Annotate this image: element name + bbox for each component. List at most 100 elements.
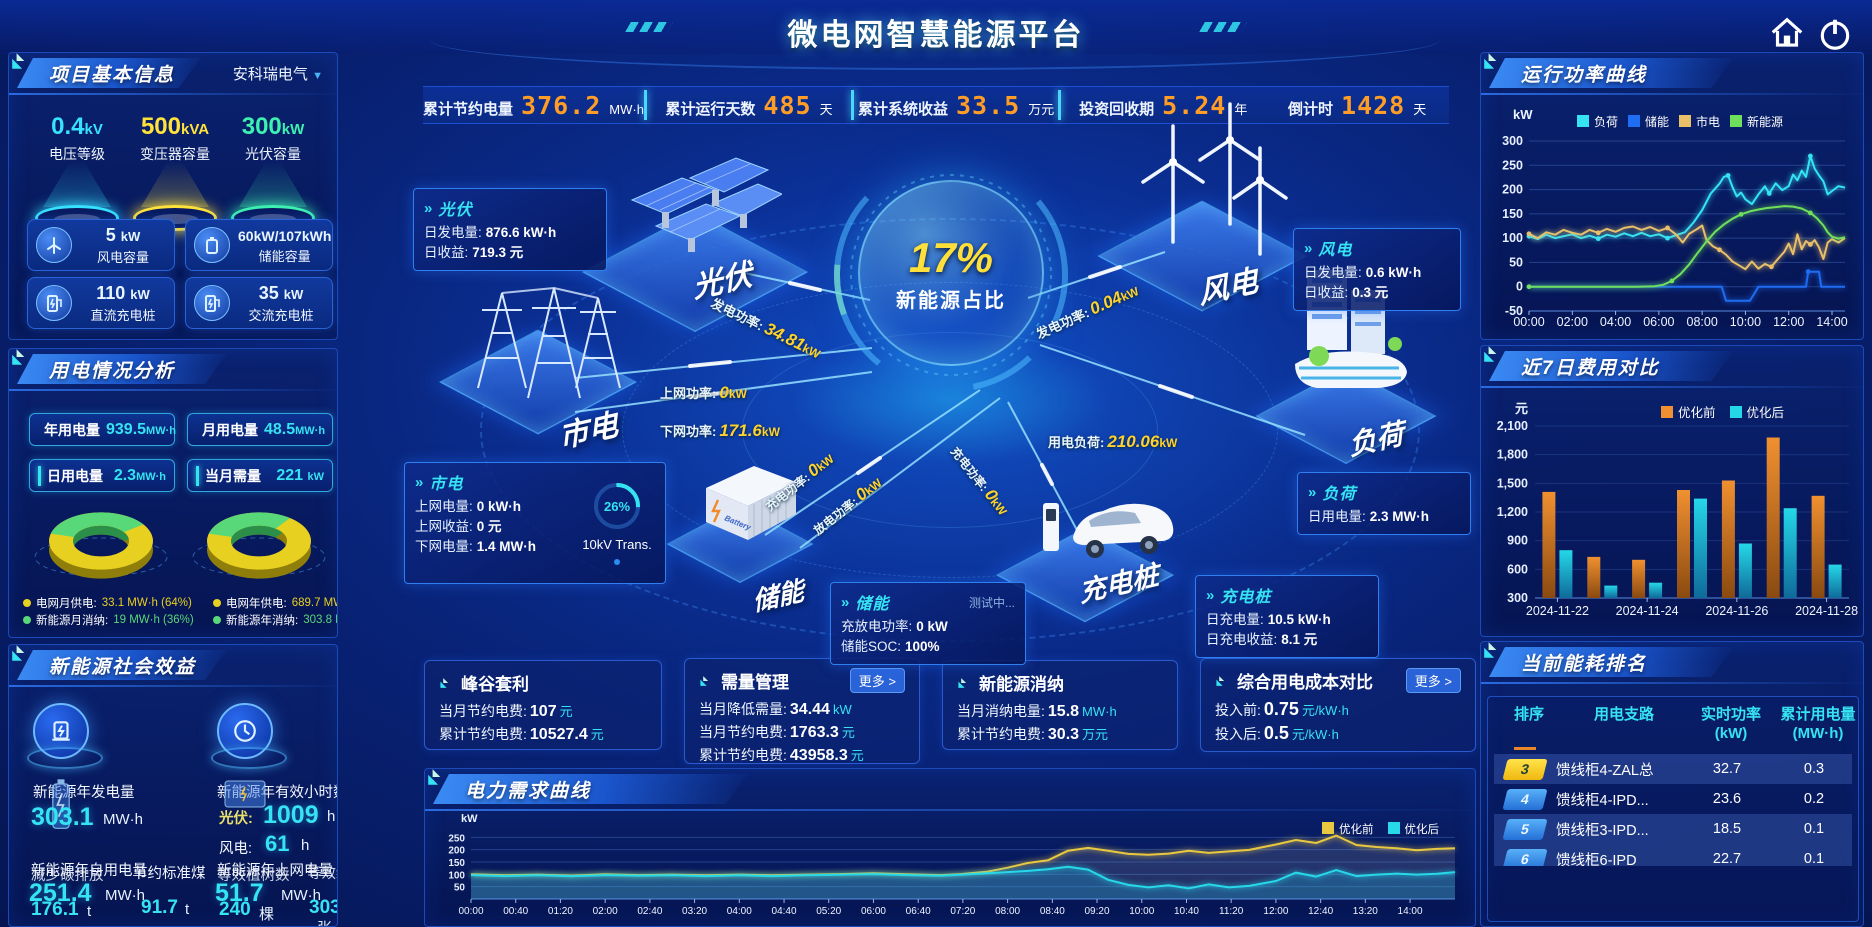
panel-corner-icon bbox=[426, 769, 448, 788]
cost-panel: 近7日费用对比 元 优化前 优化后 300 600 900 1,200 1,500 1,8… bbox=[1480, 345, 1864, 637]
usage-stat-month: 月用电量 48.5MW·h bbox=[187, 413, 333, 446]
project-panel-header: 项目基本信息 bbox=[17, 58, 201, 88]
svg-text:50: 50 bbox=[1509, 255, 1523, 269]
carbon-label: 减少碳排放 bbox=[31, 868, 104, 884]
chevron-right-icon: » bbox=[415, 473, 424, 491]
svg-text:200: 200 bbox=[448, 846, 465, 857]
legend-item: 电网月供电: 33.1 MW·h (64%) bbox=[23, 595, 192, 611]
rank-row[interactable]: 3 馈线柜4-ZAL总 32.7 0.3 bbox=[1494, 754, 1852, 784]
cost-legend: 优化前 优化后 bbox=[1661, 402, 1784, 421]
project-panel: 项目基本信息 安科瑞电气 ▼ 0.4kV 电压等级 500kVA 变压器容量 3… bbox=[8, 52, 338, 340]
panel-separator bbox=[9, 389, 337, 391]
svg-text:03:20: 03:20 bbox=[682, 906, 707, 917]
svg-text:14:00: 14:00 bbox=[1816, 315, 1847, 329]
self-use-unit: MW·h bbox=[105, 887, 145, 904]
legend-item: 新能源年消纳:303.8 MW·h (31%) bbox=[213, 612, 337, 628]
svg-text:100: 100 bbox=[1502, 231, 1523, 245]
rank-badge: 4 bbox=[1502, 788, 1548, 810]
panel-separator bbox=[9, 685, 337, 687]
svg-text:12:00: 12:00 bbox=[1773, 315, 1804, 329]
chevron-right-icon: » bbox=[1304, 239, 1313, 257]
panel-separator bbox=[1481, 93, 1863, 95]
carbon-unit: t bbox=[87, 903, 92, 920]
ghost-battery-icon bbox=[47, 777, 75, 833]
title-swoosh bbox=[430, 40, 1440, 70]
gen-unit: MW·h bbox=[103, 811, 143, 828]
battery-icon bbox=[194, 227, 230, 263]
usage-panel: 用电情况分析 年用电量 939.5MW·h 月用电量 48.5MW·h 日用电量 2.… bbox=[8, 348, 338, 638]
coal-label: 节约标准煤 bbox=[133, 866, 206, 882]
benefits-panel-header: 新能源社会效益 bbox=[17, 650, 227, 680]
storage-info-card: » 储能 测试中... 充放电功率: 0 kW 储能SOC: 100% bbox=[830, 582, 1026, 665]
rank-row[interactable]: 4 馈线柜4-IPD... 23.6 0.2 bbox=[1494, 784, 1852, 814]
dc-charger-icon bbox=[36, 285, 72, 321]
capacity-card-storage: 60kW/107kWh 储能容量 bbox=[185, 219, 333, 271]
svg-text:08:00: 08:00 bbox=[1687, 315, 1718, 329]
renewable-share-value: 17% bbox=[908, 233, 994, 281]
chevron-right-icon: » bbox=[1206, 586, 1215, 604]
solar-panels-icon bbox=[630, 157, 782, 252]
power-icon[interactable] bbox=[1816, 15, 1854, 53]
bubble-arc-ring bbox=[834, 158, 1068, 392]
cert-unit: 张 bbox=[317, 917, 332, 926]
card-corner-icon bbox=[957, 676, 971, 690]
svg-text:06:00: 06:00 bbox=[1643, 315, 1674, 329]
svg-text:1,800: 1,800 bbox=[1497, 448, 1528, 462]
title-decor-right bbox=[1199, 22, 1247, 32]
panel-corner-icon bbox=[10, 50, 32, 72]
svg-text:900: 900 bbox=[1507, 534, 1528, 548]
svg-text:14:00: 14:00 bbox=[1398, 906, 1423, 917]
usage-panel-header: 用电情况分析 bbox=[17, 354, 227, 384]
kpi-payback-period: 投资回收期 5.24 年 bbox=[1079, 90, 1248, 120]
cost-panel-header: 近7日费用对比 bbox=[1489, 351, 1733, 381]
rank-row[interactable]: 5 馈线柜3-IPD... 18.5 0.1 bbox=[1494, 814, 1852, 844]
feedin-value: 51.7 bbox=[215, 879, 264, 907]
usage-stat-year: 年用电量 939.5MW·h bbox=[29, 413, 176, 446]
battery-container-icon: Battery bbox=[706, 466, 796, 540]
power-curve-panel: 运行功率曲线 kW 负荷 储能 市电 新能源 -50 0 50 100 150 200 25… bbox=[1480, 52, 1864, 340]
rank-badge: 6 bbox=[1502, 848, 1548, 866]
home-icon[interactable] bbox=[1768, 15, 1806, 53]
ac-charger-icon bbox=[194, 285, 230, 321]
transformer-gauge: 26% 10kV Trans. bbox=[581, 479, 653, 565]
wind-icon bbox=[36, 227, 72, 263]
chevron-right-icon: » bbox=[841, 593, 850, 611]
generation-icon bbox=[27, 703, 103, 769]
coal-unit: t bbox=[185, 901, 190, 918]
svg-text:2024-11-28: 2024-11-28 bbox=[1795, 604, 1858, 618]
kpi-bar: 累计节约电量 376.2 MW·h 累计运行天数 485 天 累计系统收益 33.5 万元 … bbox=[423, 86, 1449, 124]
power-curve-header: 运行功率曲线 bbox=[1489, 58, 1733, 88]
svg-text:50: 50 bbox=[454, 883, 466, 894]
legend-item: 新能源月消纳: 19 MW·h (36%) bbox=[23, 612, 194, 628]
capacity-card-dc-charger: 110 kW 直流充电桩 bbox=[27, 277, 175, 329]
load-info-card: » 负荷 日用电量: 2.3 MW·h bbox=[1297, 472, 1471, 535]
summary-card-cost-compare: 综合用电成本对比 更多 > 投入前: 0.75 元/kW·h 投入后: 0.5 元/kW·… bbox=[1200, 658, 1476, 752]
svg-text:02:00: 02:00 bbox=[1557, 315, 1588, 329]
carbon-value: 176.1 bbox=[31, 899, 79, 920]
pv-hours: 光伏: bbox=[219, 811, 253, 827]
pedestal-pv-capacity: 300kW 光伏容量 bbox=[225, 115, 321, 231]
svg-text:04:00: 04:00 bbox=[727, 906, 752, 917]
svg-text:00:00: 00:00 bbox=[458, 906, 483, 917]
panel-corner-icon bbox=[1482, 639, 1504, 661]
carousel-dot[interactable] bbox=[614, 559, 620, 565]
pv-hours-value: 1009 bbox=[263, 801, 319, 829]
yearly-energy-donut bbox=[181, 495, 337, 599]
more-button[interactable]: 更多 > bbox=[1405, 668, 1461, 693]
grid-info-card: » 市电 上网电量: 0 kW·h 上网收益: 0 元 下网电量: 1.4 MW·h 2… bbox=[404, 462, 666, 584]
svg-text:26%: 26% bbox=[604, 499, 630, 514]
cert-label: 等效绿证数 bbox=[307, 866, 337, 882]
more-button[interactable]: 更多 > bbox=[849, 668, 905, 693]
kpi-countdown: 倒计时 1428 天 bbox=[1288, 90, 1427, 120]
flow-grid-up: 上网功率: 0kW bbox=[660, 383, 747, 402]
kpi-separator bbox=[643, 90, 647, 120]
self-use-value: 251.4 bbox=[29, 879, 92, 907]
usage-stat-day: 日用电量 2.3MW·h bbox=[29, 459, 175, 492]
usage-stat-demand: 当月需量 221 kW bbox=[187, 459, 333, 492]
company-select[interactable]: 安科瑞电气 ▼ bbox=[233, 63, 323, 84]
pedestal-transformer: 500kVA 变压器容量 bbox=[127, 115, 223, 231]
chevron-right-icon: » bbox=[424, 199, 433, 217]
panel-corner-icon bbox=[10, 349, 32, 368]
rank-row[interactable]: 6 馈线柜6-IPD 22.7 0.1 bbox=[1494, 844, 1852, 866]
svg-text:12:40: 12:40 bbox=[1308, 906, 1333, 917]
